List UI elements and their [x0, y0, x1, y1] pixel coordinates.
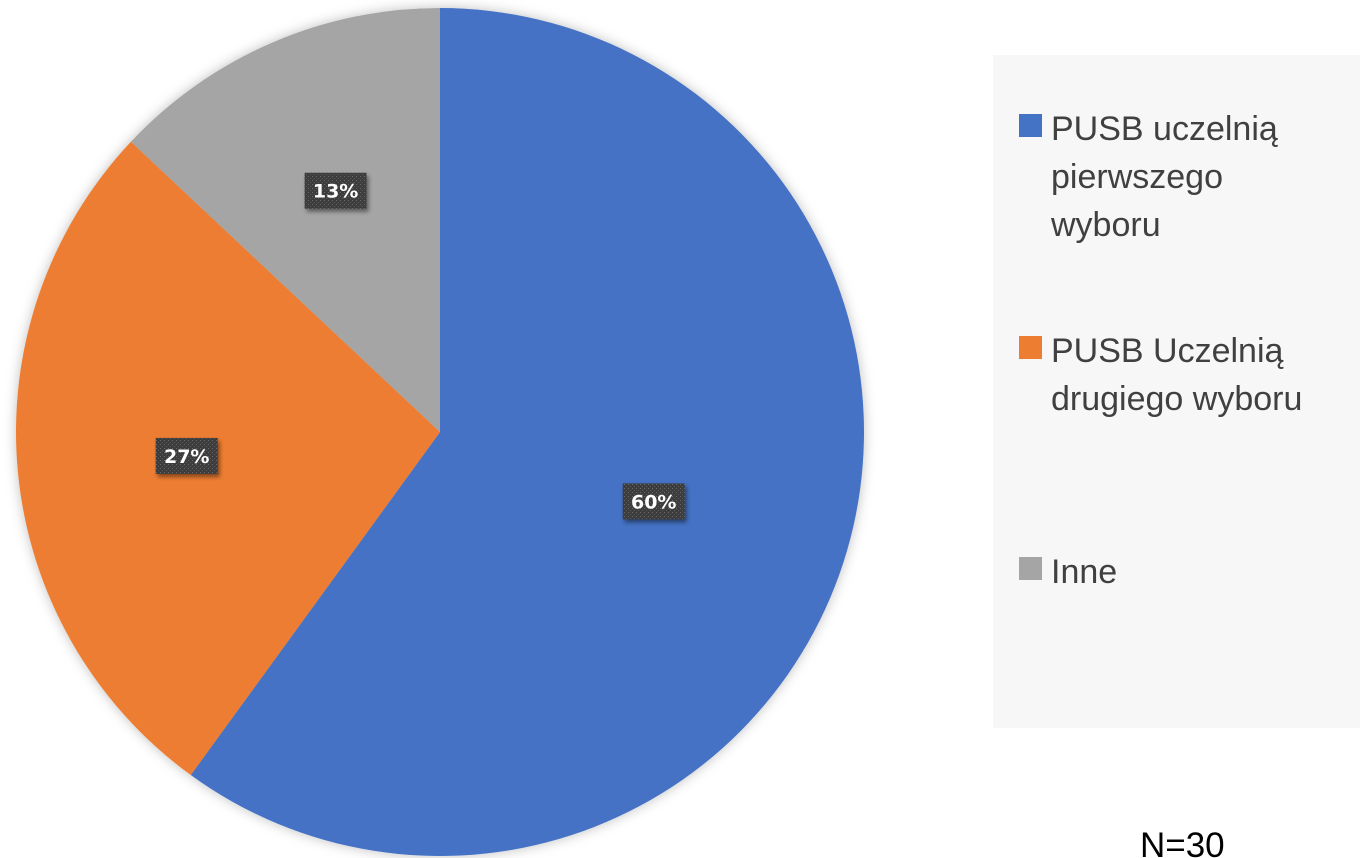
data-label-text-first-choice: 60% [631, 491, 676, 513]
legend-item-second-choice: PUSB Uczelnią drugiego wyboru [1019, 327, 1302, 423]
legend-swatch-first-choice [1019, 114, 1042, 137]
legend-swatch-second-choice [1019, 336, 1042, 359]
pie-slice-first-choice [190, 8, 864, 856]
data-label-first-choice: 60% [622, 483, 685, 520]
pie-slice-second-choice [15, 141, 440, 776]
pie-slices [15, 8, 864, 856]
pie-plot-area: 60% 27% 13% [15, 8, 864, 856]
legend-label-other: Inne [1051, 553, 1118, 591]
data-label-text-second-choice: 27% [164, 446, 209, 468]
legend: PUSB uczelnią pierwszego wyboru PUSB Ucz… [993, 55, 1360, 728]
legend-item-other: Inne [1019, 548, 1117, 596]
data-label-box-second-choice [155, 437, 218, 474]
data-label-box-first-choice [622, 483, 685, 520]
data-label-text-other: 13% [313, 181, 358, 203]
data-label-second-choice: 27% [155, 437, 218, 474]
legend-label-first-choice: PUSB uczelnią pierwszego wyboru [1051, 110, 1278, 244]
data-label-other: 13% [304, 172, 367, 209]
legend-swatch-other [1019, 557, 1042, 580]
data-label-box-other [304, 172, 367, 209]
sample-size-note: N=30 [1140, 826, 1225, 858]
pie-slice-other [130, 8, 440, 432]
legend-item-first-choice: PUSB uczelnią pierwszego wyboru [1019, 105, 1278, 249]
pie-data-labels: 60% 27% 13% [155, 172, 685, 520]
legend-label-second-choice: PUSB Uczelnią drugiego wyboru [1051, 332, 1303, 418]
